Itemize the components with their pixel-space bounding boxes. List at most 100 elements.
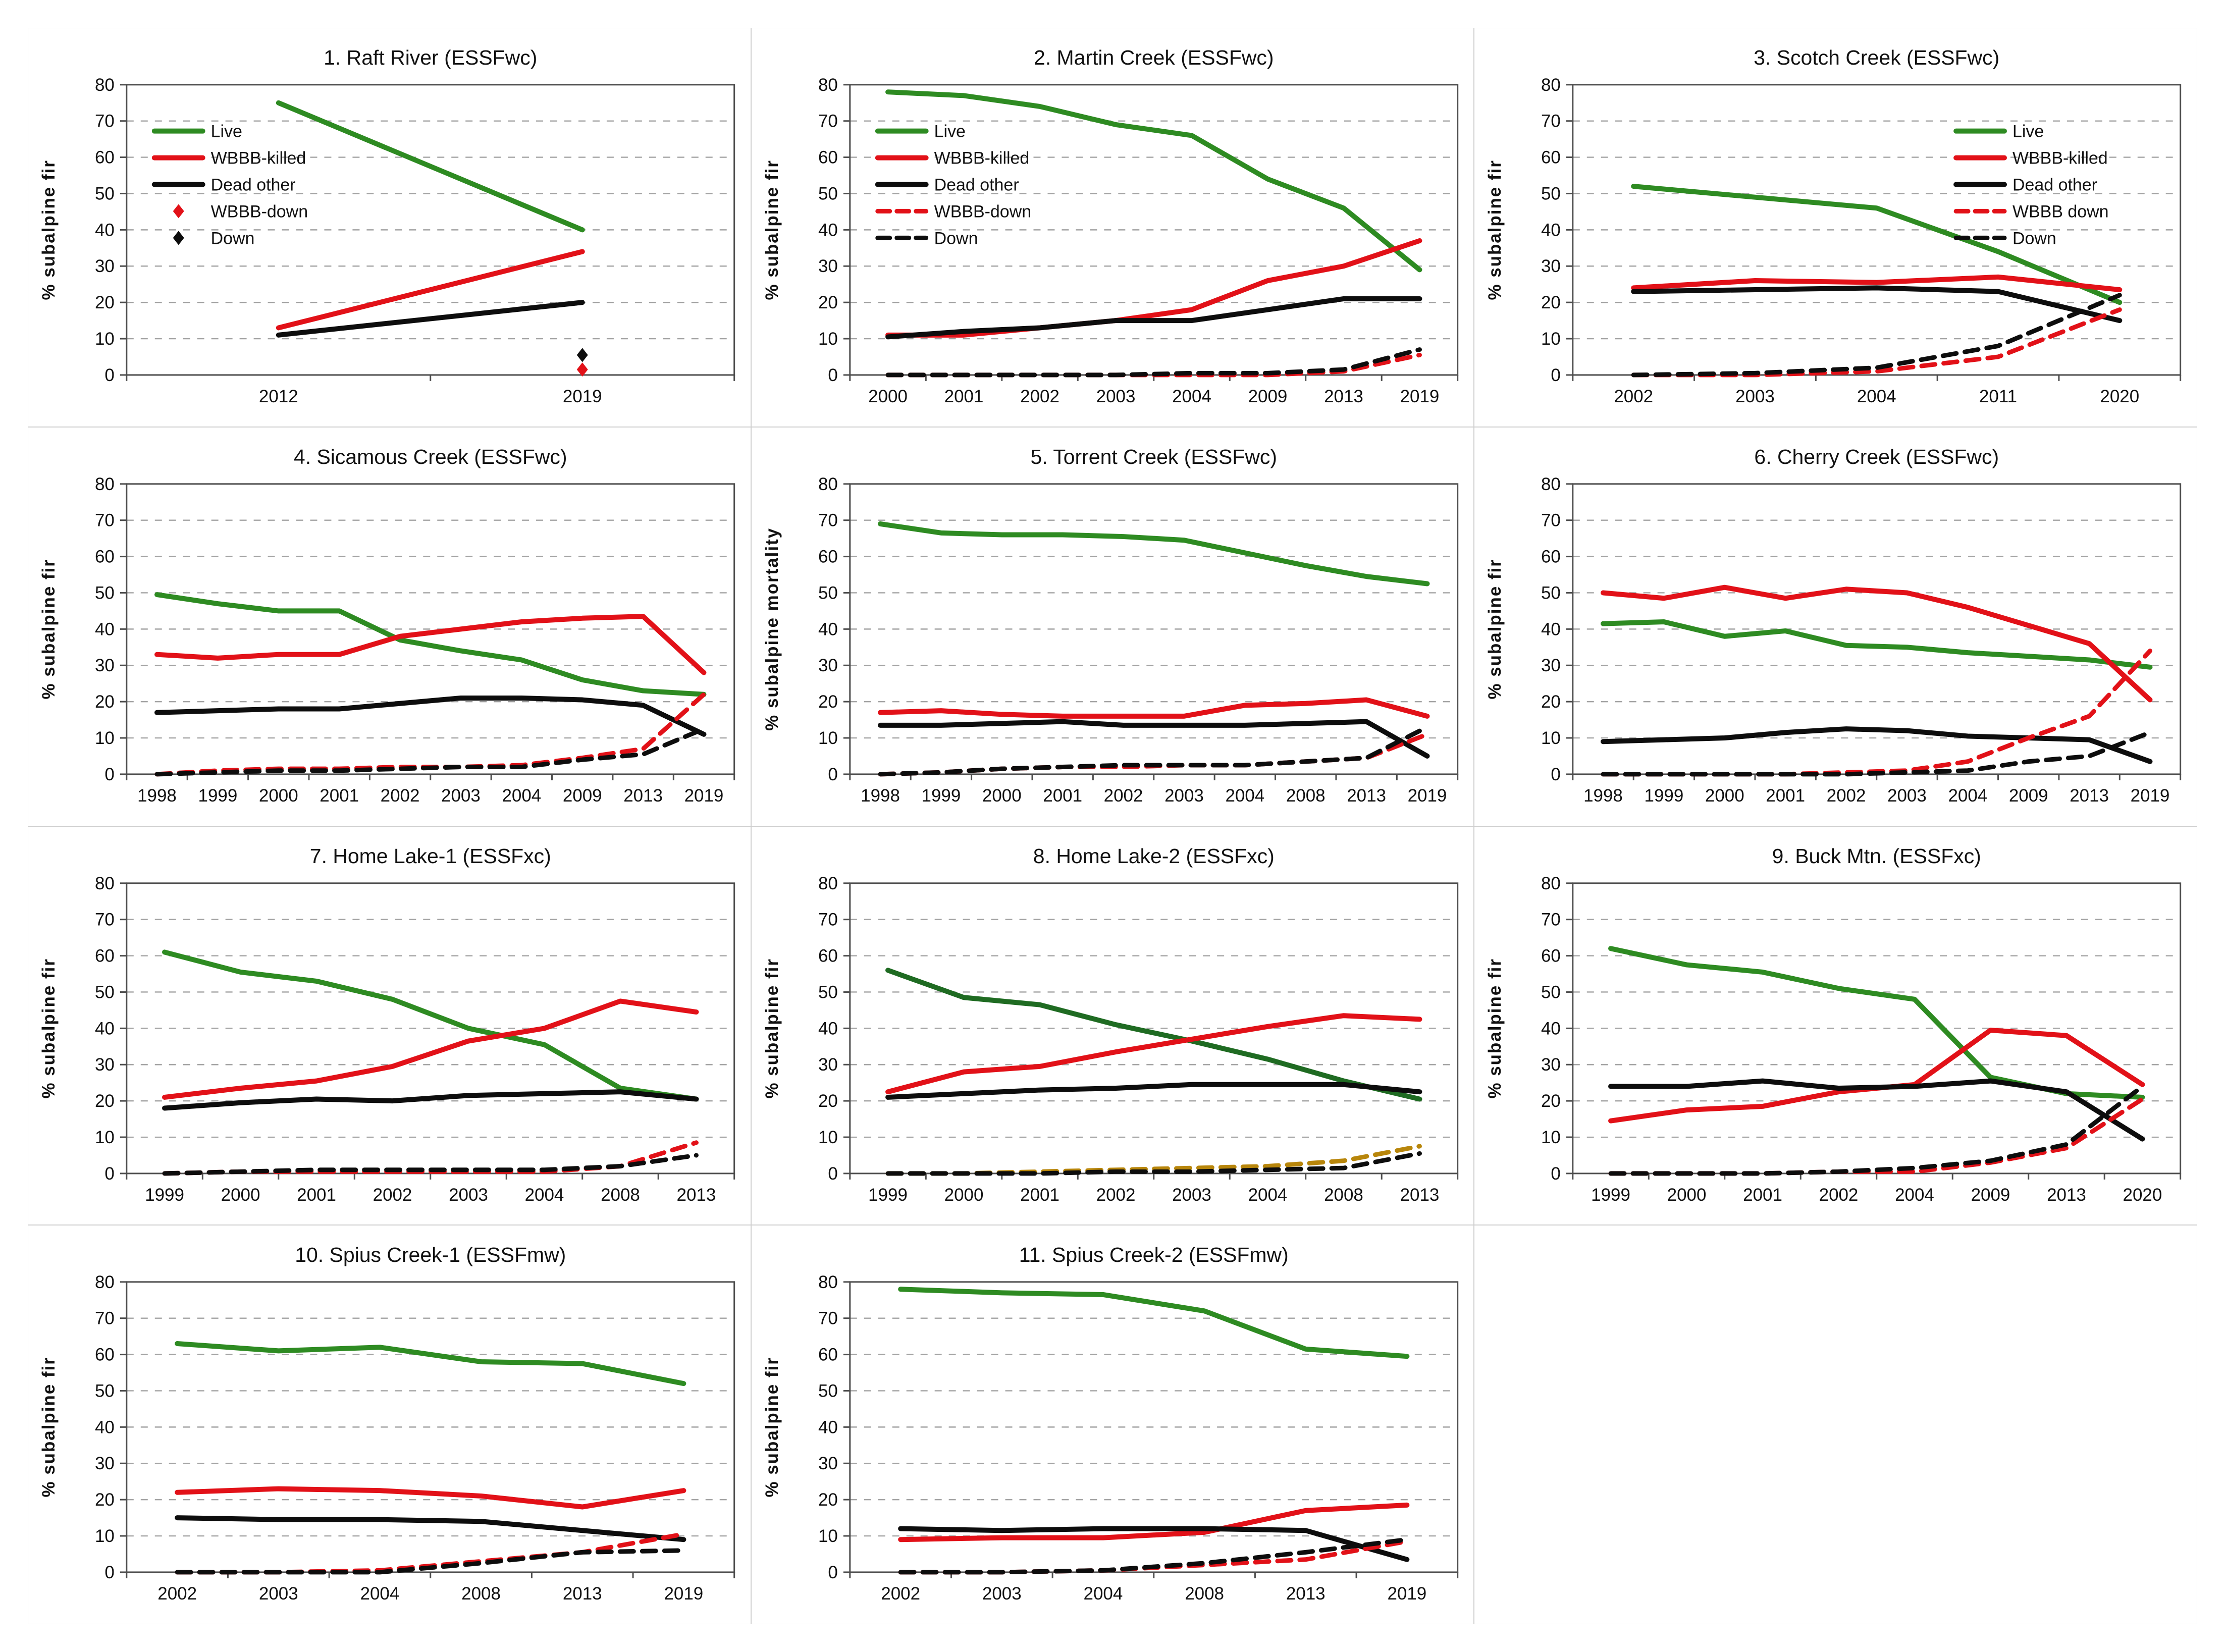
y-tick-label: 60 xyxy=(1541,547,1561,566)
series-line xyxy=(1631,274,2123,292)
legend-label: Live xyxy=(211,122,242,141)
series-line xyxy=(885,1151,1422,1176)
legend-label: WBBB-killed xyxy=(2012,149,2108,168)
y-tick-label: 50 xyxy=(818,1381,838,1401)
y-tick-label: 50 xyxy=(95,982,115,1002)
legend-marker-diamond xyxy=(173,204,184,219)
x-tick-label: 2020 xyxy=(2100,387,2140,406)
series-wbbb-killed xyxy=(897,1503,1410,1542)
y-tick-label: 40 xyxy=(818,220,838,240)
y-tick-label: 60 xyxy=(818,946,838,966)
y-tick-label: 50 xyxy=(818,583,838,603)
x-tick-label: 2001 xyxy=(1766,786,1806,806)
series-live xyxy=(1601,619,2153,670)
y-tick-label: 80 xyxy=(95,474,115,494)
chart-panel-6: 6. Cherry Creek (ESSFwc) 0 10 20 30 40 50 60 70 8… xyxy=(1474,427,2197,826)
x-tick-label: 2019 xyxy=(1407,786,1447,806)
legend-item: WBBB-killed xyxy=(151,149,306,168)
series-wbbb-killed xyxy=(1608,1027,2145,1124)
y-tick-label: 60 xyxy=(95,946,115,966)
series-line xyxy=(877,521,1430,587)
series-down xyxy=(576,348,588,362)
y-tick-label: 60 xyxy=(818,148,838,168)
series-line xyxy=(885,296,1422,340)
gridlines xyxy=(1573,919,2181,1138)
y-tick-label: 40 xyxy=(818,619,838,639)
y-tick-label: 60 xyxy=(95,547,115,566)
series-wbbb-killed xyxy=(276,249,585,331)
x-tick-label: 2004 xyxy=(1248,1185,1287,1204)
series-line xyxy=(154,726,706,777)
series-line xyxy=(154,592,707,697)
y-tick-label: 0 xyxy=(1551,765,1561,784)
series-line xyxy=(897,1503,1410,1542)
x-axis: 1999 2000 2001 2002 2003 2004 2008 2013 xyxy=(849,1173,1458,1204)
y-tick-label: 10 xyxy=(818,1526,838,1546)
chart-7-canvas: 7. Home Lake-1 (ESSFxc) 0 10 20 30 40 50 60 70 80… xyxy=(39,844,735,1204)
series-line xyxy=(1608,945,2145,1100)
chart-panel-8: 8. Home Lake-2 (ESSFxc) 0 10 20 30 40 50 60 70 80… xyxy=(751,826,1474,1225)
gridlines xyxy=(126,519,734,738)
series-line xyxy=(878,724,1429,777)
y-axis-title: % subalpine fir xyxy=(39,958,59,1098)
y-tick-label: 40 xyxy=(95,1418,115,1437)
series-line xyxy=(1601,619,2153,670)
y-axis-title: % subalpine fir xyxy=(762,958,782,1098)
y-tick-label: 30 xyxy=(818,256,838,276)
y-axis: 0 10 20 30 40 50 60 70 80 xyxy=(95,1272,127,1582)
series-line xyxy=(1608,1078,2145,1142)
x-tick-label: 2008 xyxy=(1324,1185,1363,1204)
series-dead-other xyxy=(1601,726,2153,764)
y-tick-label: 50 xyxy=(1541,583,1561,603)
series-wbbb-killed xyxy=(885,238,1422,338)
y-axis: 0 10 20 30 40 50 60 70 80 xyxy=(818,873,850,1183)
x-tick-label: 2000 xyxy=(1705,786,1744,806)
y-axis: 0 10 20 30 40 50 60 70 80 xyxy=(95,873,127,1183)
x-tick-label: 2000 xyxy=(944,1185,983,1204)
legend-item: Dead other xyxy=(1953,176,2097,194)
x-tick-label: 2019 xyxy=(1387,1584,1426,1604)
x-tick-label: 2003 xyxy=(1164,786,1204,806)
y-axis-title: % subalpine fir xyxy=(762,159,782,300)
x-tick-label: 2009 xyxy=(1248,387,1287,406)
y-tick-label: 80 xyxy=(1541,873,1561,893)
y-tick-label: 10 xyxy=(1541,1128,1561,1147)
y-axis: 0 10 20 30 40 50 60 70 80 xyxy=(818,474,850,784)
series-wbbb-down xyxy=(878,732,1429,777)
x-axis: 1998 1999 2000 2001 2002 2003 2004 2009 2013 2019 xyxy=(1572,774,2182,806)
y-tick-label: 80 xyxy=(95,75,115,95)
series-line xyxy=(175,1341,686,1387)
series-line xyxy=(162,949,699,1102)
y-tick-label: 40 xyxy=(1541,619,1561,639)
x-tick-label: 2001 xyxy=(1043,786,1082,806)
x-tick-label: 2019 xyxy=(684,786,724,806)
x-tick-label: 2019 xyxy=(2131,786,2170,806)
x-tick-label: 1999 xyxy=(145,1185,184,1204)
series-dead-other xyxy=(885,1082,1422,1100)
x-tick-label: 2013 xyxy=(623,786,663,806)
gridlines xyxy=(126,919,734,1138)
legend-label: Dead other xyxy=(211,176,296,195)
legend-item: WBBB-down xyxy=(875,202,1031,221)
chart-3-canvas: 3. Scotch Creek (ESSFwc) 0 10 20 30 40 50 60 70 8… xyxy=(1485,46,2182,406)
y-tick-label: 80 xyxy=(1541,474,1561,494)
chart-panel-4: 4. Sicamous Creek (ESSFwc) 0 10 20 30 40 50 60 7… xyxy=(28,427,751,826)
y-tick-label: 70 xyxy=(818,1309,838,1328)
chart-2-canvas: 2. Martin Creek (ESSFwc) 0 10 20 30 40 50 60 70 8… xyxy=(762,46,1458,406)
y-tick-label: 30 xyxy=(95,1055,115,1075)
legend-label: WBBB-killed xyxy=(934,149,1029,168)
x-tick-label: 1999 xyxy=(868,1185,908,1204)
series-line xyxy=(885,1082,1422,1100)
gridlines xyxy=(126,1317,734,1537)
x-tick-label: 2002 xyxy=(157,1584,197,1604)
y-tick-label: 70 xyxy=(1541,910,1561,929)
y-tick-label: 30 xyxy=(1541,256,1561,276)
x-tick-label: 2013 xyxy=(1324,387,1363,406)
x-tick-label: 2013 xyxy=(2070,786,2109,806)
chart-6-canvas: 6. Cherry Creek (ESSFwc) 0 10 20 30 40 50 60 70 8… xyxy=(1485,445,2182,806)
series-line xyxy=(162,998,699,1100)
chart-title: 5. Torrent Creek (ESSFwc) xyxy=(1030,445,1277,468)
y-tick-label: 0 xyxy=(828,365,837,385)
legend-item: WBBB-killed xyxy=(875,149,1029,168)
x-axis: 2000 2001 2002 2003 2004 2009 2013 2019 xyxy=(849,375,1458,406)
